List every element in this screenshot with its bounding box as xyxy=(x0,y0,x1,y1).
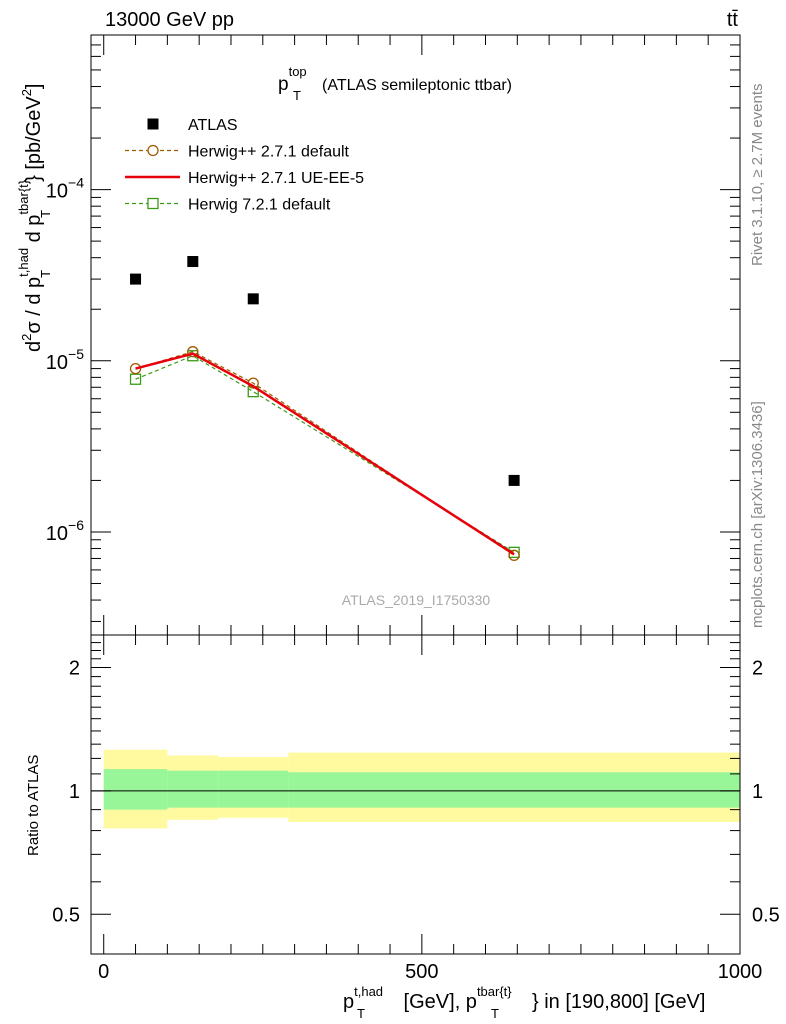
herwig-default-point-3 xyxy=(508,549,520,561)
xlabel-tbar-sup: tbar{t} xyxy=(477,984,512,999)
legend-marker-0 xyxy=(147,118,159,130)
ratio-y-tick-label-right-2: 2 xyxy=(752,657,763,679)
main-y-ticks: 10−610−510−4 xyxy=(46,34,740,622)
main-y-tick-label-2: 10−4 xyxy=(46,175,84,203)
rivet-label: Rivet 3.1.10, ≥ 2.7M events xyxy=(749,84,766,267)
ylabel-d: d xyxy=(23,341,45,352)
legend-marker-3 xyxy=(147,197,159,210)
green-band-0 xyxy=(103,769,168,810)
process-label: tt̄ xyxy=(727,9,739,31)
xlabel-mid: [GeV], p xyxy=(398,991,477,1013)
ylabel-T-sub: T xyxy=(38,270,53,278)
title-suffix: (ATLAS semileptonic ttbar) xyxy=(322,77,512,94)
series-line-2 xyxy=(135,352,515,556)
ratio-y-label: Ratio to ATLAS xyxy=(25,755,42,856)
mcplots-label: mcplots.cern.ch [arXiv:1306.3436] xyxy=(749,401,766,628)
ratio-plot-frame xyxy=(90,634,741,955)
ylabel-tbar-sup: tbar{t} xyxy=(16,179,31,214)
legend-label-0: ATLAS xyxy=(188,117,238,134)
main-y-label: d2σ / d pt,had T d ptbar{t} T} [pb/GeV2] xyxy=(16,84,53,353)
ratio-y-tick-label-left-1: 1 xyxy=(69,781,80,803)
tick-mantissa: 10 xyxy=(46,181,68,203)
analysis-watermark: ATLAS_2019_I1750330 xyxy=(342,592,491,608)
atlas-point-3 xyxy=(508,474,520,486)
legend: ATLAS Herwig++ 2.7.1 default Herwig++ 2.7.… xyxy=(125,117,364,214)
energy-label: 13000 GeV pp xyxy=(105,9,234,31)
ylabel-slash: / xyxy=(23,305,45,322)
green-band-3 xyxy=(288,772,740,808)
ylabel-two: 2 xyxy=(19,334,34,341)
tick-mantissa: 10 xyxy=(46,352,68,374)
legend-marker-1 xyxy=(147,144,159,157)
ratio-ticks: 0.5 0.5 1 1 2 2 0 500 1000 xyxy=(52,35,780,983)
green-band-2 xyxy=(218,770,289,808)
ylabel-units-close: ] xyxy=(23,84,45,90)
ratio-y-tick-label-left-2: 2 xyxy=(69,657,80,679)
atlas-point-2 xyxy=(247,293,259,305)
ratio-y-tick-label-left-0: 0.5 xyxy=(52,904,80,926)
atlas-point-0 xyxy=(130,273,142,285)
series-line-1 xyxy=(135,351,515,556)
ylabel-dp2: d p xyxy=(23,215,45,248)
x-axis-label: pt,had T [GeV], ptbar{t} T } in [190,800] [… xyxy=(343,984,705,1021)
tick-mantissa: 10 xyxy=(46,523,68,545)
legend-label-2: Herwig++ 2.7.1 UE-EE-5 xyxy=(188,170,364,187)
xlabel-end: } in [190,800] [GeV] xyxy=(532,991,705,1013)
title-p: p xyxy=(278,74,289,95)
ratio-bands xyxy=(103,749,740,829)
ylabel-units-sup: 2 xyxy=(19,89,34,96)
plot-title: ptop T (ATLAS semileptonic ttbar) xyxy=(278,64,512,103)
series-line-3 xyxy=(135,355,515,553)
main-y-tick-label-1: 10−5 xyxy=(46,346,84,374)
xlabel-p: p xyxy=(343,991,354,1013)
ylabel-T-sub2: T xyxy=(38,210,53,218)
main-series xyxy=(129,256,520,561)
x-tick-label-0: 0 xyxy=(98,961,109,983)
tick-exponent: −5 xyxy=(68,346,84,362)
ylabel-thad-sup: t,had xyxy=(16,248,31,277)
ratio-y-tick-label-right-1: 1 xyxy=(752,781,763,803)
title-sub: T xyxy=(293,88,301,103)
xlabel-T-sub2: T xyxy=(491,1006,499,1021)
x-tick-label-1: 500 xyxy=(405,961,438,983)
main-y-tick-label-0: 10−6 xyxy=(46,517,84,545)
xlabel-thad-sup: t,had xyxy=(354,984,383,999)
ylabel-units: } [pb/GeV xyxy=(23,96,45,182)
tick-exponent: −6 xyxy=(68,517,84,533)
x-tick-label-2: 1000 xyxy=(718,961,763,983)
xlabel-T-sub: T xyxy=(357,1006,365,1021)
ylabel-sigma: σ xyxy=(23,321,45,334)
tick-exponent: −4 xyxy=(68,175,84,191)
ylabel-dp1: d p xyxy=(23,277,45,305)
legend-label-3: Herwig 7.2.1 default xyxy=(188,197,331,214)
herwig-default-point-0 xyxy=(129,362,142,375)
herwig-default-point-1 xyxy=(187,346,199,358)
legend-label-1: Herwig++ 2.7.1 default xyxy=(188,144,350,161)
green-band-1 xyxy=(167,770,219,808)
title-sup: top xyxy=(289,64,307,79)
atlas-point-1 xyxy=(187,256,199,268)
ratio-y-tick-label-right-0: 0.5 xyxy=(752,904,780,926)
